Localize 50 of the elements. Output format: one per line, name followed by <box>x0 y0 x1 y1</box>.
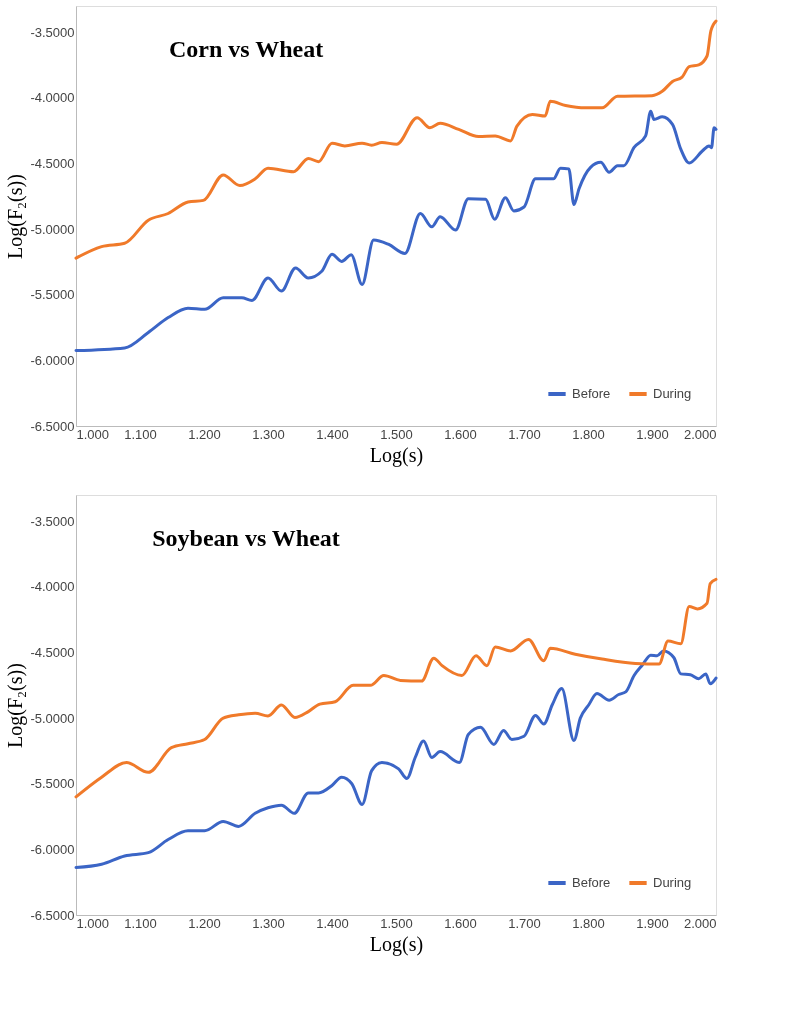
x-tick-label: 1.500 <box>380 426 413 442</box>
x-tick-label: 1.100 <box>124 426 157 442</box>
text: Soybean vs Wheat <box>152 525 340 551</box>
y-tick-label: -3.5000 <box>30 513 75 529</box>
x-tick-label: 1.600 <box>444 915 477 931</box>
x-tick-label: 1.800 <box>572 426 605 442</box>
y-tick-label: -5.5000 <box>30 776 75 792</box>
x-tick-label: 1.600 <box>444 426 477 442</box>
x-tick-label: 1.200 <box>188 915 221 931</box>
x-tick-label: 1.200 <box>188 426 221 442</box>
x-tick-label: 1.400 <box>316 915 349 931</box>
x-tick-label: 1.800 <box>572 915 605 931</box>
x-tick-label: 1.400 <box>316 426 349 442</box>
x-tick-label: 2.000 <box>683 426 717 442</box>
x-tick-label: 1.300 <box>252 426 285 442</box>
legend-label: During <box>653 875 692 890</box>
x-tick-label: 1.000 <box>76 426 110 442</box>
x-axis-title: Log(s) <box>369 932 424 956</box>
x-tick-label: 1.100 <box>124 915 157 931</box>
x-tick-label: 1.000 <box>76 915 110 931</box>
y-tick-label: -4.5000 <box>30 645 75 660</box>
y-tick-label: -6.0000 <box>30 352 75 368</box>
x-tick-label: 2.000 <box>683 915 717 931</box>
y-tick-label: -6.5000 <box>30 418 75 434</box>
y-axis-title: Log(F₂(s)) <box>4 174 28 259</box>
y-tick-label: -6.0000 <box>30 841 75 857</box>
y-tick-label: -5.0000 <box>30 710 75 726</box>
y-tick-label: -4.0000 <box>30 90 75 106</box>
y-tick-label: -4.5000 <box>30 156 75 171</box>
legend-label: Before <box>572 386 611 401</box>
line-series <box>74 649 718 869</box>
y-tick-label: -6.5000 <box>30 907 75 923</box>
x-tick-label: 1.500 <box>380 915 413 931</box>
y-tick-label: -3.5000 <box>30 24 75 40</box>
y-axis-title: Log(F₂(s)) <box>4 663 28 748</box>
y-tick-label: -5.5000 <box>30 287 75 303</box>
x-tick-label: 1.900 <box>636 426 669 442</box>
line-series <box>74 19 718 260</box>
legend-label: During <box>653 386 692 401</box>
line-series <box>74 577 718 799</box>
x-tick-label: 1.300 <box>252 915 285 931</box>
x-tick-label: 1.700 <box>508 915 541 931</box>
x-tick-label: 1.700 <box>508 426 541 442</box>
x-tick-label: 1.900 <box>636 915 669 931</box>
line-series <box>74 109 718 353</box>
text: Corn vs Wheat <box>168 36 324 62</box>
x-axis-title: Log(s) <box>369 443 424 467</box>
y-tick-label: -5.0000 <box>30 221 75 237</box>
legend-label: Before <box>572 875 611 890</box>
y-tick-label: -4.0000 <box>30 579 75 595</box>
